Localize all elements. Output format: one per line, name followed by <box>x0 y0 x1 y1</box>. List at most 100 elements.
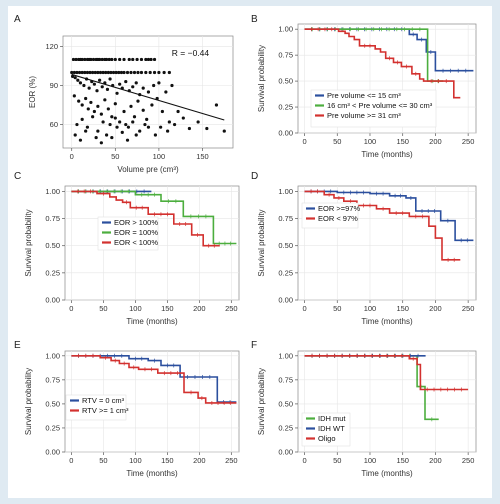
y-tick-label: 0.50 <box>45 399 60 408</box>
scatter-point <box>120 130 124 134</box>
scatter-point <box>196 120 200 124</box>
x-tick-label: 150 <box>161 456 174 465</box>
scatter-point <box>141 86 145 90</box>
panel-d: D 0 50 100 150 200 250 0.00 0.25 0.50 0.75 1.00 Time… <box>251 171 477 326</box>
scatter-point <box>94 135 98 140</box>
scatter-point <box>205 126 209 131</box>
scatter-point <box>164 90 168 94</box>
scatter-point <box>166 129 170 133</box>
x-tick-label: 100 <box>129 456 142 465</box>
scatter-point <box>96 70 100 75</box>
scatter-point <box>167 70 171 75</box>
scatter-point <box>170 83 174 88</box>
scatter-point <box>148 70 152 75</box>
y-axis-label: Survival probability <box>257 45 266 112</box>
survival-curve-2 <box>71 355 237 404</box>
scatter-point <box>111 70 116 75</box>
legend-entry: EOR > 100% <box>114 218 158 227</box>
scatter-point <box>92 82 96 86</box>
y-tick-label: 1.00 <box>45 187 60 196</box>
legend-entry: RTV >= 1 cm³ <box>82 406 129 415</box>
scatter-point <box>80 57 84 62</box>
scatter-point <box>124 79 128 84</box>
y-axis-label: Survival probability <box>24 209 33 276</box>
scatter-point <box>106 107 110 111</box>
y-tick-label: 1.00 <box>278 351 293 360</box>
x-axis-label: Time (months) <box>361 469 413 478</box>
scatter-point <box>176 109 180 114</box>
y-tick-label: 0.75 <box>45 375 60 384</box>
legend-entry: 16 cm³ < Pre volume <= 30 cm³ <box>327 101 433 110</box>
scatter-point <box>71 57 76 62</box>
scatter-point <box>157 81 161 85</box>
survival-curve-1 <box>71 355 237 403</box>
x-tick-label: 0 <box>69 456 73 465</box>
scatter-point <box>214 103 219 107</box>
x-tick-label: 150 <box>396 304 409 313</box>
x-tick-label: 100 <box>153 152 166 161</box>
y-tick-label: 0.25 <box>45 268 60 277</box>
scatter-point <box>80 117 84 121</box>
panel-letter: D <box>251 171 258 182</box>
scatter-point <box>74 57 78 62</box>
scatter-point <box>108 122 112 127</box>
scatter-point <box>131 57 135 62</box>
scatter-point <box>146 57 151 62</box>
scatter-point <box>122 109 126 114</box>
scatter-point <box>132 70 137 75</box>
scatter-point <box>114 70 118 75</box>
scatter-point <box>134 133 138 137</box>
scatter-point <box>167 120 171 124</box>
scatter-point <box>80 70 84 75</box>
scatter-point <box>73 133 77 137</box>
y-tick-label: 0.00 <box>45 448 60 457</box>
y-axis-label: EOR (%) <box>28 76 37 108</box>
x-tick-label: 50 <box>99 304 107 313</box>
x-tick-label: 200 <box>429 456 442 465</box>
scatter-point <box>83 70 87 75</box>
x-axis-label: Time (months) <box>361 150 413 159</box>
panel-letter: C <box>14 171 21 182</box>
panel-a: A 0 50 100 150 60 90 120 Volume pre (cm³) EOR (%)… <box>14 14 234 174</box>
scatter-point <box>99 112 103 116</box>
scatter-point <box>124 122 128 127</box>
panel-letter: E <box>14 340 21 351</box>
y-tick-label: 0.75 <box>45 214 60 223</box>
scatter-point <box>132 115 137 119</box>
legend: EOR >=97%EOR < 97% <box>301 202 360 229</box>
x-tick-label: 250 <box>462 137 475 146</box>
legend-box <box>301 202 359 229</box>
y-tick-label: 0.25 <box>278 423 293 432</box>
x-tick-label: 0 <box>70 152 74 161</box>
x-tick-label: 100 <box>129 304 142 313</box>
scatter-point <box>84 96 88 101</box>
scatter-point <box>129 70 133 75</box>
scatter-point <box>136 99 140 103</box>
x-tick-label: 100 <box>364 137 377 146</box>
x-tick-label: 100 <box>364 456 377 465</box>
scatter-point <box>77 70 82 75</box>
y-tick-label: 0.50 <box>278 241 293 250</box>
scatter-point <box>86 107 90 111</box>
legend-entry: EOR >=97% <box>318 204 360 213</box>
x-tick-label: 250 <box>462 456 475 465</box>
y-tick-label: 0.25 <box>278 268 293 277</box>
scatter-point <box>91 57 96 62</box>
scatter-point <box>100 85 104 89</box>
scatter-point <box>72 70 76 75</box>
y-tick-label: 60 <box>50 120 58 129</box>
x-tick-label: 150 <box>396 137 409 146</box>
x-tick-label: 50 <box>333 456 341 465</box>
scatter-point <box>78 138 83 142</box>
x-tick-label: 200 <box>193 304 206 313</box>
scatter-point <box>118 82 122 86</box>
scatter-point <box>100 57 104 62</box>
scatter-point <box>110 57 114 62</box>
x-tick-label: 150 <box>161 304 174 313</box>
scatter-point <box>117 70 121 75</box>
scatter-point <box>75 70 79 75</box>
scatter-point <box>172 122 177 127</box>
scatter-point <box>113 57 117 62</box>
x-tick-label: 200 <box>429 137 442 146</box>
scatter-point <box>150 103 154 107</box>
